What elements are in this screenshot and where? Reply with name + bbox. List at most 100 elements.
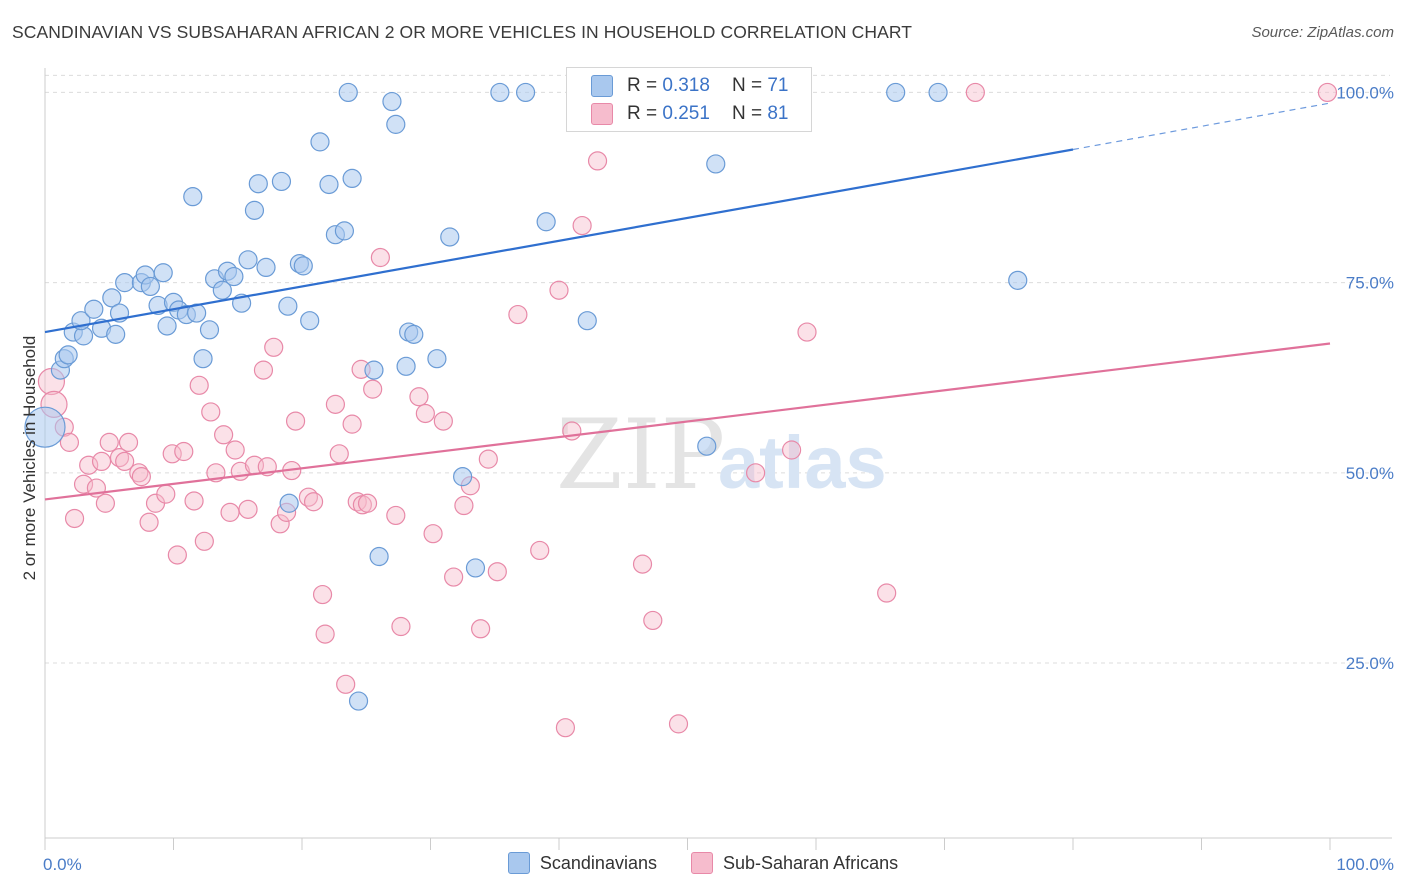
legend-swatch-blue [591,75,613,97]
legend-n-value: 81 [767,103,789,124]
x-tick-label: 0.0% [43,855,82,874]
blue-point [465,558,486,578]
blue-point [271,171,292,192]
pink-point [214,425,234,445]
blue-point [886,82,906,103]
pink-point [508,304,528,325]
y-tick-label: 75.0% [1346,274,1394,293]
blue-point [348,691,369,711]
pink-point [59,432,80,452]
blue-trend-extension [1072,102,1331,151]
pink-point [303,492,324,512]
blue-point [115,273,135,293]
pink-point [487,562,507,582]
pink-point [415,403,435,424]
pink-point [95,493,115,513]
pink-point [549,280,569,300]
blue-point [238,250,258,270]
legend-item-subsaharan[interactable]: Sub-Saharan Africans [690,852,898,874]
blue-point [199,320,220,340]
axes [44,68,1392,850]
blue-point [224,266,244,287]
blue-point [364,360,384,380]
blue-point [1008,270,1028,290]
pink-point [194,531,214,551]
pink-series [37,82,1338,738]
pink-point [363,379,383,399]
blue-point [386,114,406,134]
blue-point [928,82,948,103]
pink-point [264,337,284,357]
blue-point [84,299,104,319]
blue-point [157,316,177,336]
blue-point [153,263,173,283]
blue-point [369,546,389,567]
blue-point [342,168,362,188]
y-tick-label: 50.0% [1346,464,1394,483]
pink-point [1317,82,1338,103]
pink-point [184,491,204,511]
pink-point [99,432,119,452]
legend-n-value: 71 [767,75,789,96]
pink-point [668,714,689,734]
pink-point [115,451,135,472]
pink-point [478,449,498,469]
legend-row-scandinavians: R = 0.318 N = 71 [591,73,788,99]
blue-point [440,227,460,247]
blue-point [279,493,299,513]
legend-n-label: N = [731,103,763,124]
pink-point [357,493,378,513]
pink-point [312,584,333,605]
blue-point [490,82,510,103]
pink-point [109,448,130,468]
pink-point [746,463,766,483]
watermark: ZIP atlas [556,399,887,511]
tick-labels: 25.0% 50.0% 75.0% 100.0% 0.0% 100.0% [43,83,1394,874]
pink-point [572,215,592,236]
legend-r-label: R = [627,75,658,96]
pink-point [118,432,139,452]
pink-point [131,467,151,487]
pink-point [530,540,550,561]
legend-label: Scandinavians [539,852,657,873]
pink-point [162,444,182,464]
legend-item-scandinavians[interactable]: Scandinavians [507,852,657,874]
pink-point [73,474,94,494]
legend-swatch-pink [591,103,613,125]
blue-point [102,288,122,308]
pink-point [471,619,491,639]
blue-point [140,276,160,297]
blue-point [293,256,313,276]
blue-point [248,174,268,194]
blue-point [536,212,556,232]
pink-point [342,414,362,434]
pink-point [174,441,194,462]
pink-point [409,387,429,407]
blue-point [256,257,276,278]
pink-point [167,545,187,565]
pink-point [965,82,985,103]
blue-series [24,82,1028,711]
pink-point [253,360,274,380]
y-tick-label: 100.0% [1336,83,1394,102]
pink-point [555,718,576,738]
blue-point [212,280,232,300]
pink-point [877,583,897,603]
pink-point [64,508,85,529]
pink-point [632,554,653,574]
blue-point [193,349,213,369]
pink-point [347,492,367,512]
chart-title: SCANDINAVIAN VS SUBSAHARAN AFRICAN 2 OR … [12,22,913,42]
legend-r-value: 0.318 [662,75,710,96]
legend-n-label: N = [731,75,763,96]
blue-point [338,82,358,103]
blue-point [183,187,203,207]
pink-point [391,616,411,637]
blue-point [106,324,126,344]
pink-point [587,151,608,171]
stats-legend: R = 0.318 N = 71 R = 0.251 N = 81 [566,67,812,132]
pink-point [285,411,306,431]
pink-point [238,499,258,519]
blue-point [244,200,265,220]
